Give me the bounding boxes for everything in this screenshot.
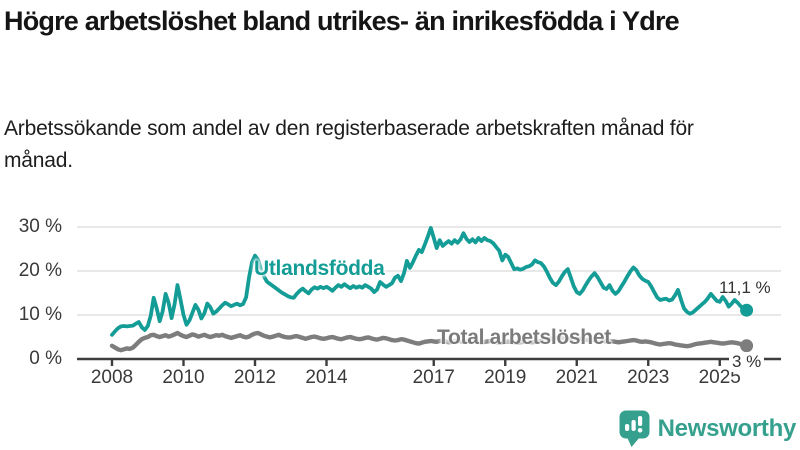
y-axis-tick-label: 10 %	[18, 304, 62, 325]
x-axis-tick-label: 2023	[627, 367, 670, 388]
y-axis-tick-label: 0 %	[29, 348, 62, 369]
x-axis-tick-label: 2017	[412, 367, 455, 388]
x-axis-tick-label: 2010	[162, 367, 205, 388]
x-axis-tick-label: 2012	[233, 367, 277, 388]
x-axis-tick-label: 2025	[698, 367, 741, 388]
x-axis-tick-label: 2019	[484, 367, 527, 388]
end-value-label-total: 3 %	[729, 352, 765, 372]
y-axis-tick-label: 20 %	[18, 260, 62, 281]
newsworthy-brand-text: Newsworthy	[657, 415, 797, 442]
x-axis-tick-label: 2021	[555, 367, 598, 388]
newsworthy-logo: Newsworthy	[619, 410, 796, 448]
series-label-utlandsfodda: Utlandsfödda	[254, 257, 385, 280]
series-label-total: Total arbetslöshet	[437, 326, 611, 349]
newsworthy-logo-icon	[619, 410, 650, 447]
chart-subtitle: Arbetssökande som andel av den registerb…	[4, 117, 694, 172]
end-value-label-utlandsfodda: 11,1 %	[719, 278, 771, 297]
x-axis-tick-label: 2014	[305, 367, 348, 388]
y-axis-tick-label: 30 %	[18, 216, 62, 237]
x-axis-tick-label: 2008	[90, 367, 134, 388]
chart-title: Högre arbetslöshet bland utrikes- än inr…	[4, 6, 680, 36]
